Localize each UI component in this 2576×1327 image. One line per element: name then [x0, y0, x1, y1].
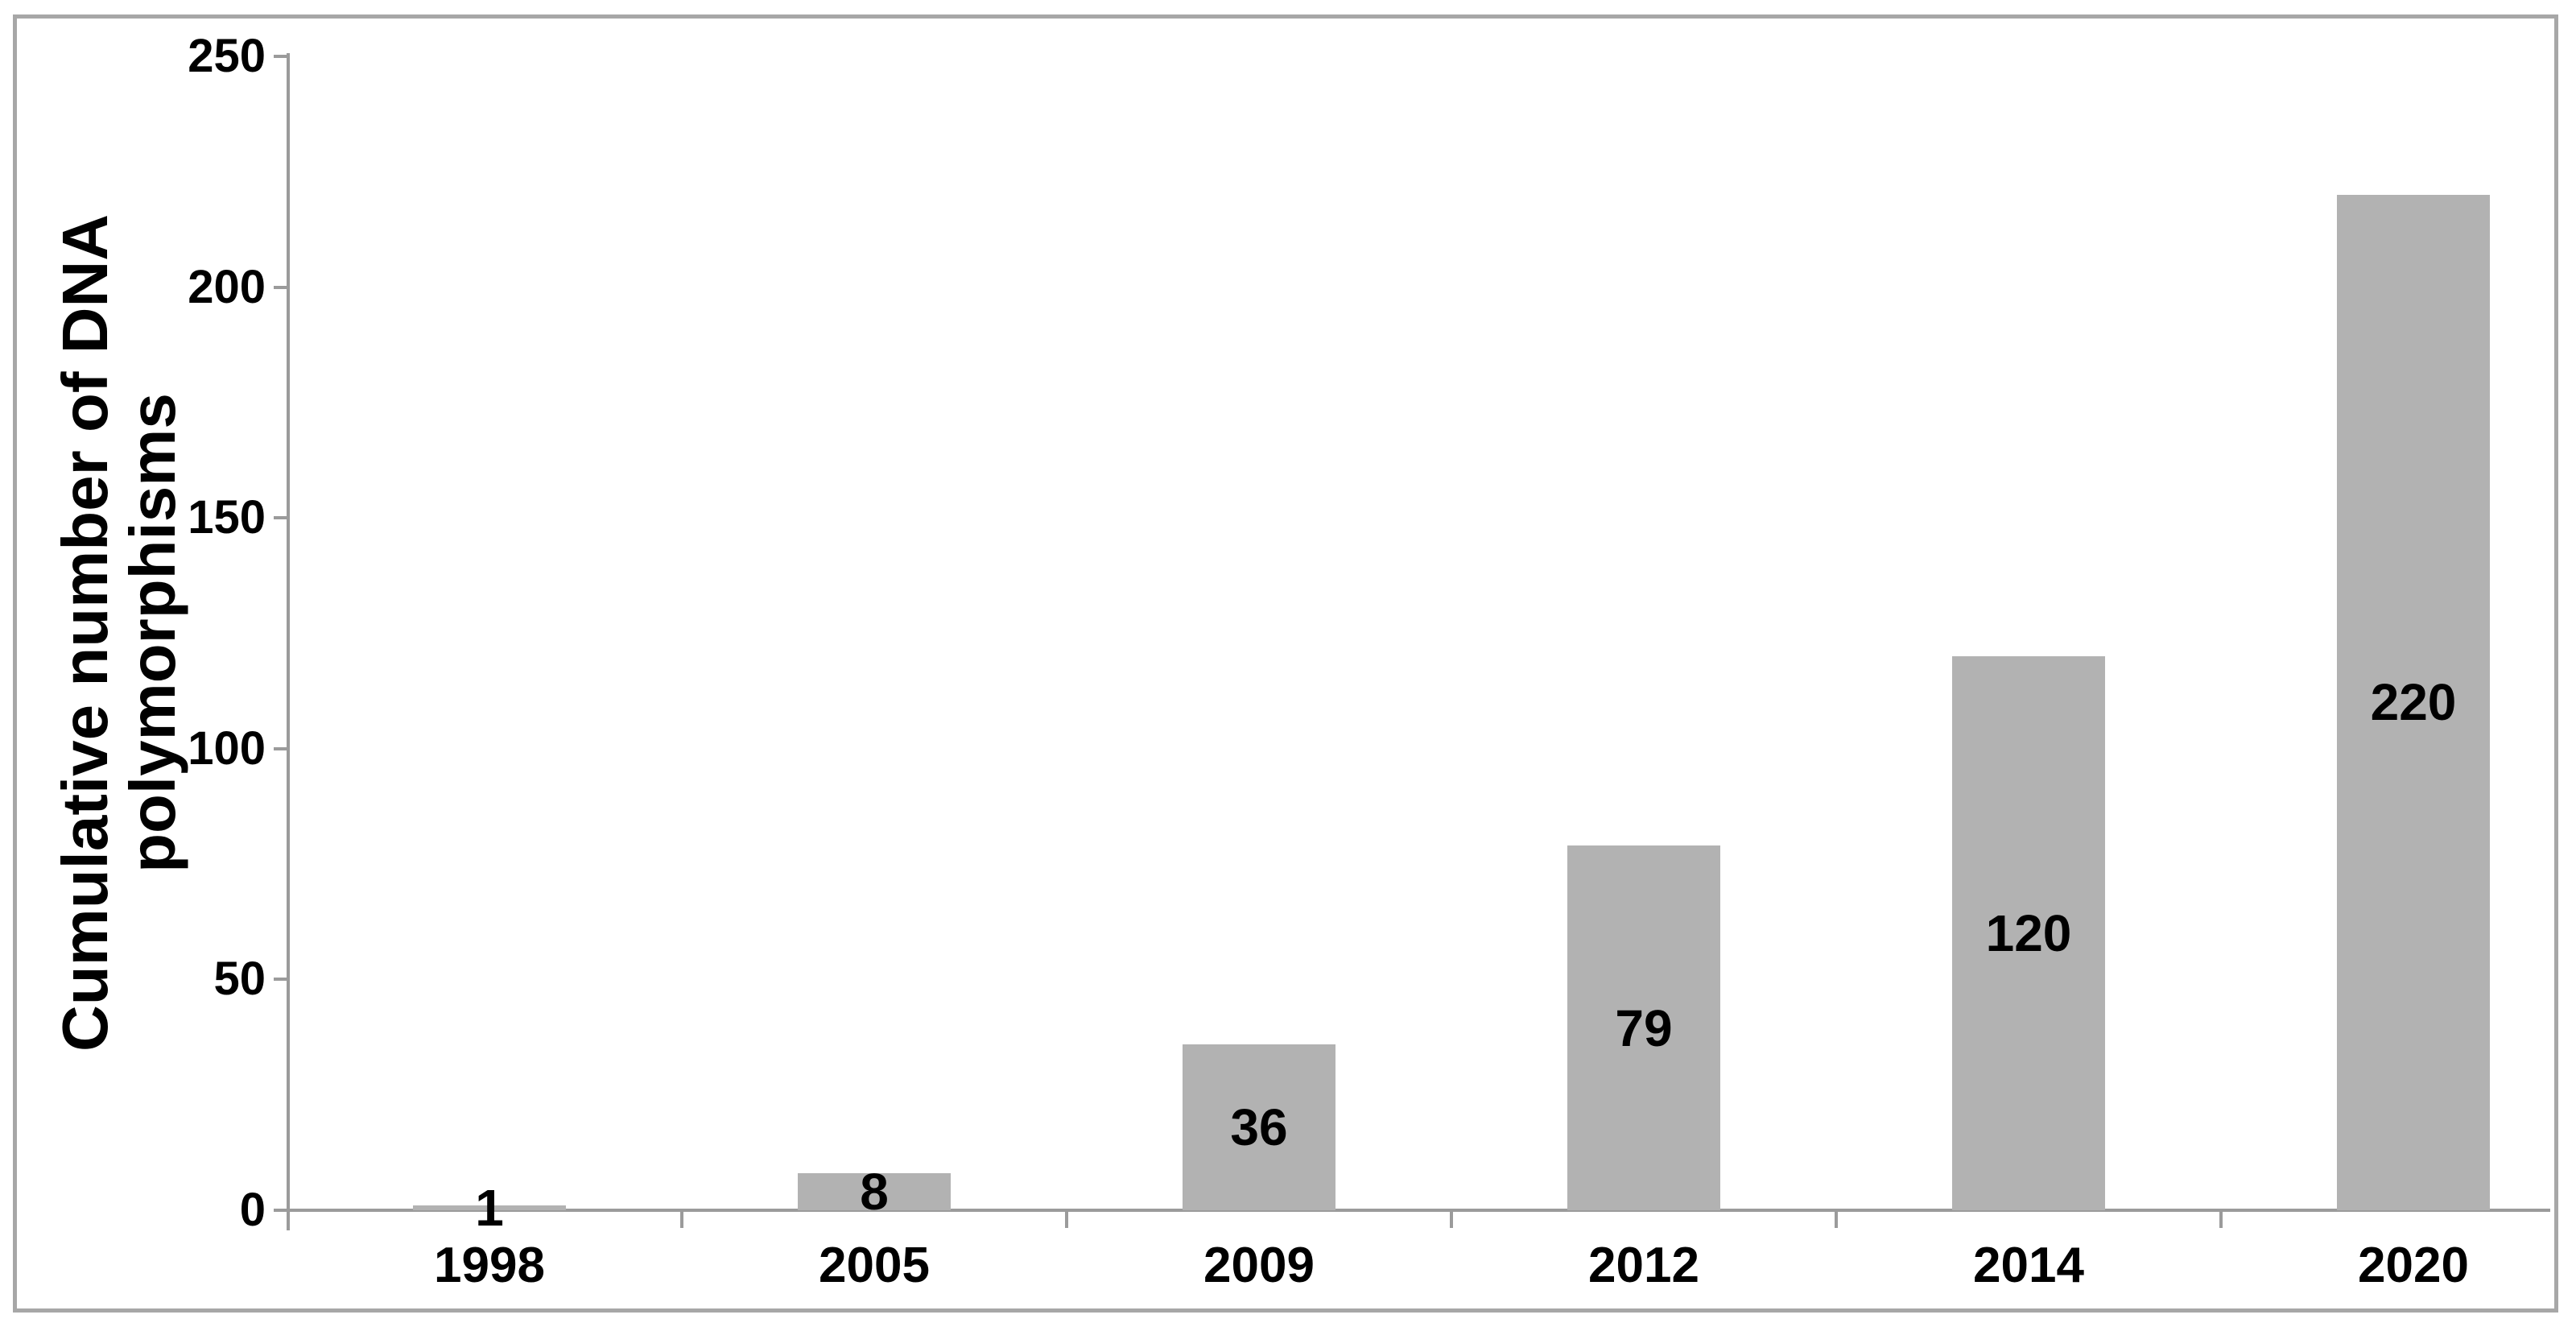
y-tick [274, 516, 287, 520]
y-tick-label: 100 [188, 721, 266, 775]
y-tick [274, 1209, 287, 1212]
y-tick [274, 978, 287, 982]
y-tick-label: 200 [188, 260, 266, 313]
y-tick [274, 55, 287, 58]
x-category-label: 2009 [1203, 1238, 1315, 1293]
bar-2012 [1567, 845, 1720, 1210]
bar-value-label: 1 [475, 1179, 504, 1238]
y-tick [274, 285, 287, 289]
x-category-label: 2020 [2358, 1238, 2469, 1293]
bar-2005 [798, 1173, 951, 1210]
x-category-label: 2012 [1588, 1238, 1699, 1293]
x-boundary-tick [2219, 1212, 2223, 1228]
bar-2020 [2337, 194, 2490, 1210]
bar-2009 [1183, 1044, 1335, 1210]
bar-value-label: 79 [1615, 998, 1673, 1057]
x-category-label: 1998 [434, 1238, 545, 1293]
y-tick-label: 50 [213, 953, 266, 1006]
y-tick [274, 746, 287, 750]
x-category-label: 2014 [1973, 1238, 2084, 1293]
y-axis-title-line-1: Cumulative number of DNA [49, 213, 121, 1052]
x-axis-line [287, 1209, 2550, 1212]
x-boundary-tick [1450, 1212, 1453, 1228]
bar-value-label: 8 [860, 1163, 889, 1222]
y-tick-label: 150 [188, 491, 266, 544]
bar-value-label: 36 [1230, 1098, 1288, 1156]
x-boundary-tick [680, 1212, 683, 1228]
x-category-label: 2005 [819, 1238, 930, 1293]
bar-2014 [1952, 656, 2105, 1210]
bar-1998 [413, 1205, 566, 1210]
y-tick-label: 0 [239, 1184, 266, 1236]
x-boundary-tick [1065, 1212, 1068, 1228]
y-axis-title-line-2: polymorphisms [117, 393, 188, 873]
y-axis-title: Cumulative number of DNA polymorphisms [49, 213, 188, 1052]
plot-area: 0 50 100 150 200 250 1 8 36 79 120 220 1998 2005 200… [188, 33, 2550, 1291]
x-boundary-tick [1835, 1212, 1838, 1228]
y-tick-label: 250 [188, 30, 266, 82]
y-axis-line [287, 53, 290, 1230]
bar-value-label: 120 [1985, 904, 2072, 963]
bar-value-label: 220 [2370, 673, 2457, 732]
